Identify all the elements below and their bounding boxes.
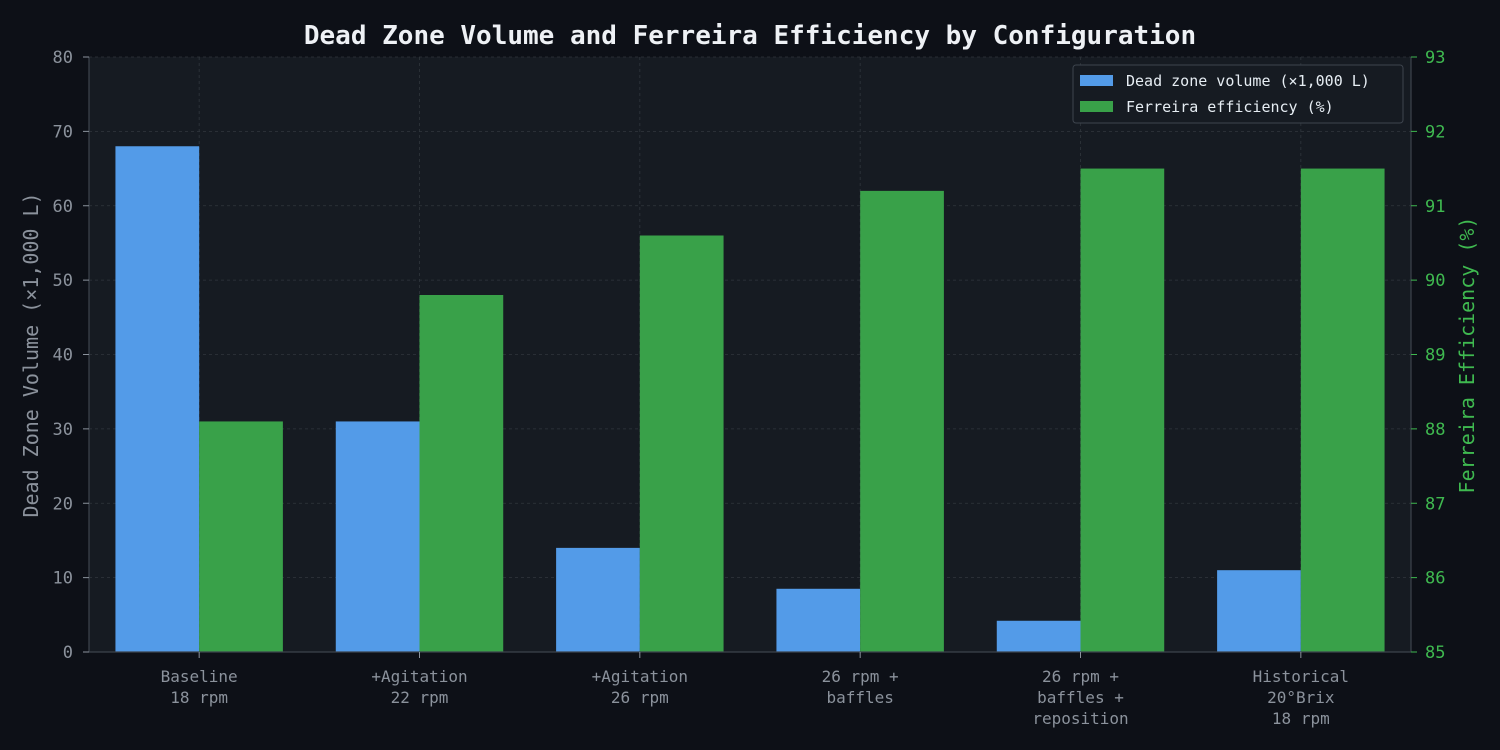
bar-dead-zone-volume: [1217, 570, 1301, 652]
bar-dead-zone-volume: [115, 146, 200, 652]
y-tick-right-label: 88: [1425, 420, 1445, 440]
bar-ferreira-efficiency: [199, 421, 283, 652]
legend-swatch: [1080, 75, 1113, 86]
category-labels: Baseline 18 rpm +Agitation 22 rpm +Agitation…: [161, 652, 1349, 728]
chart-title: Dead Zone Volume and Ferreira Efficiency…: [304, 21, 1196, 51]
y-tick-right-label: 89: [1425, 346, 1445, 366]
legend: Dead zone volume (×1,000 L) Ferreira effi…: [1072, 64, 1404, 124]
bar-dead-zone-volume: [335, 421, 420, 652]
y-tick-left-label: 40: [53, 346, 73, 366]
legend-label: Dead zone volume (×1,000 L): [1126, 72, 1370, 90]
y-tick-right-label: 91: [1425, 197, 1445, 217]
x-tick-label: Historical 20°Brix 18 rpm: [1253, 667, 1349, 728]
bar-dead-zone-volume: [556, 547, 640, 652]
y-axis-left-label: Dead Zone Volume (×1,000 L): [19, 192, 43, 517]
x-tick-label: +Agitation 22 rpm: [371, 667, 467, 707]
y-tick-left-label: 10: [53, 569, 73, 589]
x-tick-label: 26 rpm + baffles: [822, 667, 899, 707]
y-tick-right-label: 92: [1425, 122, 1445, 142]
bars: [115, 146, 1385, 652]
legend-label: Ferreira efficiency (%): [1126, 98, 1334, 116]
y-tick-left-label: 80: [53, 48, 73, 68]
y-tick-left-label: 70: [53, 122, 73, 142]
bar-dead-zone-volume: [996, 620, 1081, 652]
bar-ferreira-efficiency: [1300, 168, 1385, 652]
tick-labels: 0 10 20 30 40 50 60 70 80 85 86 87 88 89 90 91 92 93: [53, 48, 1446, 663]
y-tick-left-label: 60: [53, 197, 73, 217]
legend-swatch: [1080, 101, 1113, 112]
y-tick-right-label: 93: [1425, 48, 1445, 68]
bar-ferreira-efficiency: [1080, 168, 1165, 652]
bar-dead-zone-volume: [776, 588, 861, 652]
bar-ferreira-efficiency: [639, 235, 724, 652]
bar-ferreira-efficiency: [419, 295, 504, 652]
y-tick-left-label: 50: [53, 271, 73, 291]
legend-box: [1072, 64, 1404, 124]
y-tick-left-label: 30: [53, 420, 73, 440]
y-tick-right-label: 85: [1425, 643, 1445, 663]
x-tick-label: +Agitation 26 rpm: [592, 667, 688, 707]
y-tick-right-label: 86: [1425, 569, 1445, 589]
bar-ferreira-efficiency: [860, 190, 944, 652]
y-tick-right-label: 90: [1425, 271, 1445, 291]
y-tick-left-label: 0: [63, 643, 73, 663]
y-axis-right-label: Ferreira Efficiency (%): [1455, 217, 1479, 494]
y-tick-right-label: 87: [1425, 494, 1445, 514]
x-tick-label: 26 rpm + baffles + reposition: [1032, 667, 1128, 728]
x-tick-label: Baseline 18 rpm: [161, 667, 238, 707]
y-tick-left-label: 20: [53, 494, 73, 514]
